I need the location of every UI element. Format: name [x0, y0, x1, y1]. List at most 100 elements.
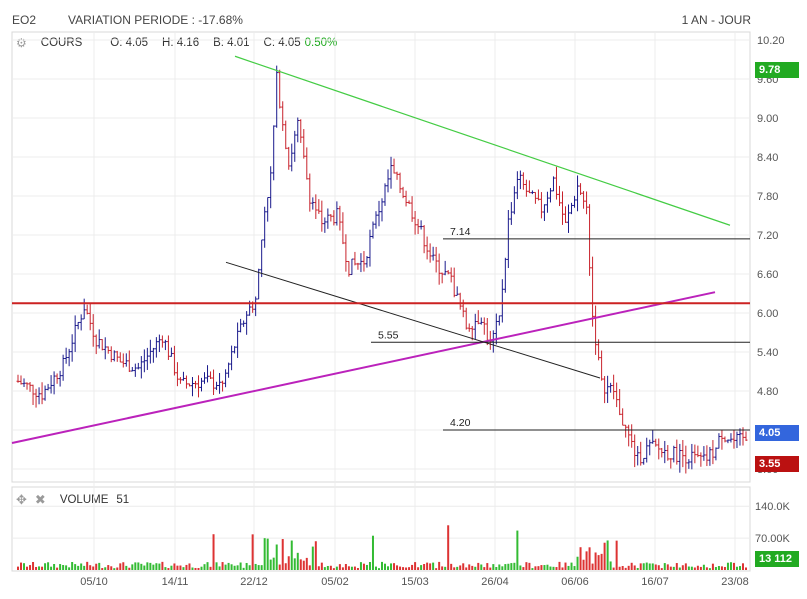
ohlc-bar: [503, 257, 507, 293]
period-selector[interactable]: 1 AN - JOUR: [681, 13, 751, 27]
y-tick-label: 8.40: [757, 152, 778, 164]
volume-bar: [239, 562, 242, 570]
ohlc-bar: [61, 354, 65, 381]
ohlc-bar: [693, 444, 697, 464]
volume-bar: [732, 562, 735, 570]
ohlc-bar: [130, 367, 134, 372]
y-tick-label: 6.00: [757, 308, 778, 320]
ohlc-bar: [560, 191, 564, 225]
ohlc-bar: [127, 350, 131, 373]
volume-bar: [131, 564, 134, 570]
volume-tick-label: 140.0K: [755, 501, 791, 513]
ohlc-bar: [73, 315, 77, 352]
volume-bar: [260, 565, 263, 570]
volume-bar: [98, 562, 101, 570]
ohlc-bar: [281, 101, 285, 131]
ohlc-bar: [642, 457, 646, 465]
ohlc-bar: [64, 347, 68, 364]
volume-bar: [435, 568, 438, 570]
ohlc-bar: [67, 348, 71, 367]
volume-bar: [296, 552, 299, 570]
ohlc-bar: [612, 374, 616, 400]
x-tick-label: 26/04: [481, 576, 509, 588]
ohlc-bar: [100, 339, 104, 351]
ohlc-bar: [497, 315, 501, 326]
volume-bar: [537, 566, 540, 570]
x-tick-label: 14/11: [162, 576, 189, 588]
volume-bar: [402, 567, 405, 570]
volume-bar: [299, 559, 302, 570]
ohlc-bar: [536, 189, 540, 201]
ohlc-bar: [151, 347, 155, 363]
ohlc-bar: [473, 313, 477, 340]
volume-bar: [723, 566, 726, 570]
volume-bar: [555, 567, 558, 570]
ohlc-bar: [479, 317, 483, 325]
volume-bar: [215, 562, 218, 570]
level-label: 4.20: [450, 417, 471, 429]
volume-bar: [125, 565, 128, 570]
ohlc-bar: [624, 424, 628, 438]
volume-bar: [636, 567, 639, 570]
volume-bar: [423, 564, 426, 570]
variation-label: VARIATION PERIODE : -17.68%: [68, 13, 243, 27]
ohlc-bar: [621, 408, 625, 426]
ohlc-bar: [455, 286, 459, 296]
volume-bar: [293, 558, 296, 570]
ohlc-bar: [124, 353, 128, 367]
ohlc-bar: [597, 339, 601, 361]
volume-bar: [534, 566, 537, 570]
volume-bar: [257, 565, 260, 570]
ohlc-bar: [633, 434, 637, 468]
volume-bar: [663, 563, 666, 570]
volume-bar: [432, 562, 435, 570]
ohlc-bar: [657, 438, 661, 460]
ohlc-bar: [675, 439, 679, 465]
ohlc-bar: [422, 225, 426, 254]
ohlc-bar: [233, 346, 237, 354]
ohlc-bar: [639, 441, 643, 466]
ohlc-bar: [551, 176, 555, 192]
ohlc-bar: [618, 389, 622, 416]
ohlc-bar: [118, 352, 122, 363]
move-arrows-icon[interactable]: ✥: [16, 492, 27, 507]
ohlc-bar: [681, 440, 685, 468]
ohlc-bar: [491, 330, 495, 353]
volume-bars: [17, 525, 747, 570]
volume-bar: [699, 566, 702, 570]
ohlc-bar: [263, 206, 267, 248]
close-icon[interactable]: ✖: [34, 492, 46, 507]
volume-bar: [209, 566, 212, 570]
ohlc-bar: [215, 381, 219, 390]
volume-bar: [513, 562, 516, 570]
volume-bar: [579, 547, 582, 570]
volume-bar: [390, 563, 393, 570]
settings-gear-icon[interactable]: ⚙: [16, 36, 27, 50]
volume-bar: [702, 564, 705, 570]
volume-bar: [143, 565, 146, 570]
ohlc-bar: [121, 353, 125, 368]
volume-bar: [501, 566, 504, 570]
ohlc-bar: [320, 200, 324, 232]
ohlc-bar: [585, 191, 589, 215]
volume-bar: [170, 565, 173, 570]
volume-bar: [92, 566, 95, 570]
volume-bar: [552, 566, 555, 570]
ohlc-bar: [169, 347, 173, 357]
ohlc-bar: [175, 362, 179, 387]
volume-bar: [89, 565, 92, 570]
ohlc-bar: [79, 314, 83, 331]
ohlc-bar: [416, 218, 420, 235]
volume-bar: [311, 546, 314, 570]
ohlc-bar: [401, 186, 405, 199]
volume-bar: [365, 564, 368, 570]
ohlc-bar: [287, 146, 291, 170]
ohlc-bar: [383, 183, 387, 206]
ohlc-bar: [278, 69, 282, 109]
volume-bar: [47, 562, 50, 570]
volume-bar: [672, 566, 675, 570]
ohlc-bar: [305, 147, 309, 180]
ohlc-bar: [392, 158, 396, 174]
ohlc-bar: [190, 377, 194, 397]
